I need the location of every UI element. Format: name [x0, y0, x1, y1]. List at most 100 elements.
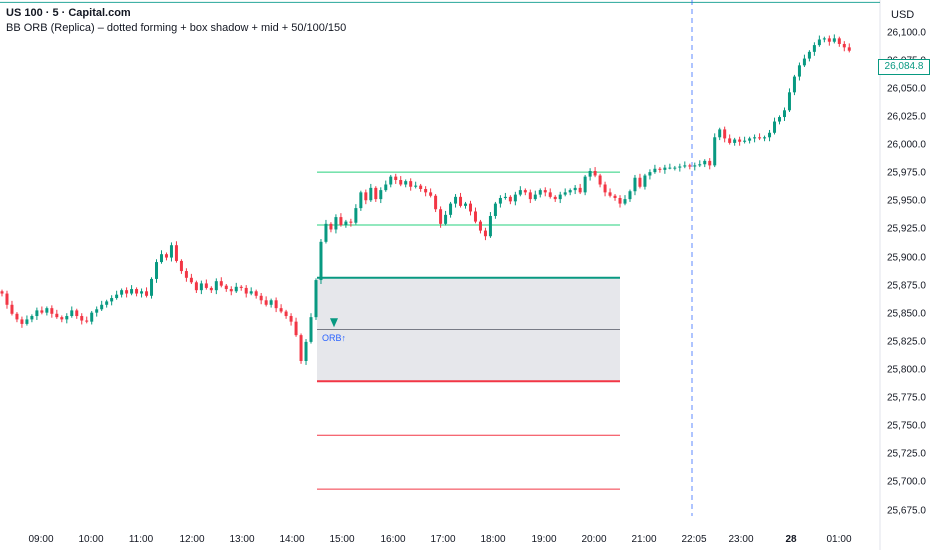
candle: [688, 163, 692, 170]
candle: [578, 183, 582, 195]
symbol-title[interactable]: US 100 · 5 · Capital.com: [6, 7, 131, 19]
candle: [653, 164, 657, 174]
candle: [459, 192, 463, 208]
candle: [693, 162, 697, 171]
candle: [773, 117, 777, 135]
candle: [628, 189, 632, 202]
candle: [70, 306, 74, 318]
candle: [473, 207, 477, 224]
price-axis-label: 25,725.0: [887, 448, 926, 460]
candle: [623, 195, 627, 206]
currency-label[interactable]: USD: [891, 9, 915, 21]
candle: [105, 299, 109, 308]
candle: [414, 181, 418, 189]
candle: [802, 54, 806, 68]
candle: [593, 167, 597, 178]
candle: [309, 313, 313, 344]
candle: [379, 187, 383, 204]
candle: [169, 242, 173, 262]
candle: [110, 295, 114, 306]
candle: [209, 286, 213, 293]
candle: [842, 41, 846, 52]
time-axis-label: 11:00: [128, 534, 154, 545]
candle: [668, 163, 672, 170]
time-axis-label: 18:00: [480, 534, 506, 545]
candle: [409, 178, 413, 191]
candle: [733, 137, 737, 146]
time-axis-label: 09:00: [28, 534, 54, 545]
candle: [0, 289, 4, 297]
candle: [20, 316, 24, 328]
candle: [90, 310, 94, 325]
candle: [633, 174, 637, 196]
candle: [832, 34, 836, 44]
candle: [95, 306, 99, 317]
candle: [449, 201, 453, 218]
candle: [792, 74, 796, 96]
orb-signal-label: ORB↑: [322, 333, 347, 343]
price-axis-label: 25,875.0: [887, 280, 926, 292]
candle: [389, 174, 393, 188]
candle: [643, 173, 647, 190]
price-axis-label: 26,100.0: [887, 27, 926, 39]
price-axis-label: 25,675.0: [887, 505, 926, 516]
candle: [394, 173, 398, 184]
candle: [194, 280, 198, 293]
candle: [219, 277, 223, 288]
candle: [174, 241, 178, 263]
candle: [15, 312, 19, 323]
candle: [294, 317, 298, 337]
time-axis-label: 12:00: [179, 534, 205, 545]
candle: [513, 191, 517, 206]
candle: [753, 134, 757, 143]
candle: [508, 195, 512, 205]
candle: [583, 174, 587, 196]
candle: [763, 135, 767, 142]
candle: [150, 277, 154, 299]
candle: [55, 309, 59, 319]
candle: [50, 305, 54, 318]
candle: [434, 194, 438, 213]
time-axis-label: 10:00: [78, 534, 104, 545]
time-axis-label: 01:00: [826, 534, 852, 545]
candle: [259, 292, 263, 305]
candle: [827, 35, 831, 46]
candle: [354, 204, 358, 225]
candle: [658, 167, 662, 173]
candle: [708, 158, 712, 170]
candle: [454, 194, 458, 208]
candle: [603, 181, 607, 197]
candle: [538, 188, 542, 198]
candle: [743, 136, 747, 144]
orb-breakout-arrow: [330, 318, 338, 328]
candle: [543, 187, 547, 197]
candle: [558, 191, 562, 204]
candle: [279, 304, 283, 314]
candle: [199, 280, 203, 295]
candle: [244, 285, 248, 298]
candle: [399, 176, 403, 187]
candle: [159, 250, 163, 264]
price-axis-label: 25,850.0: [887, 308, 926, 320]
candle: [698, 160, 702, 168]
candle: [817, 35, 821, 47]
candle: [713, 133, 717, 168]
candle: [130, 285, 134, 296]
candle: [553, 195, 557, 202]
time-axis-label: 20:00: [581, 534, 607, 545]
time-axis-label: 23:00: [728, 534, 754, 545]
candle: [518, 186, 522, 197]
candle: [384, 180, 388, 192]
candle: [344, 219, 348, 228]
candle: [678, 163, 682, 172]
candle: [100, 300, 104, 311]
candle: [304, 339, 308, 365]
indicator-title[interactable]: BB ORB (Replica) – dotted forming + box …: [6, 22, 347, 34]
candle: [364, 189, 368, 205]
time-axis-label: 15:00: [329, 534, 355, 545]
time-axis-label: 19:00: [531, 534, 557, 545]
candle: [324, 219, 328, 244]
candle: [613, 194, 617, 201]
price-axis-label: 25,825.0: [887, 336, 926, 348]
